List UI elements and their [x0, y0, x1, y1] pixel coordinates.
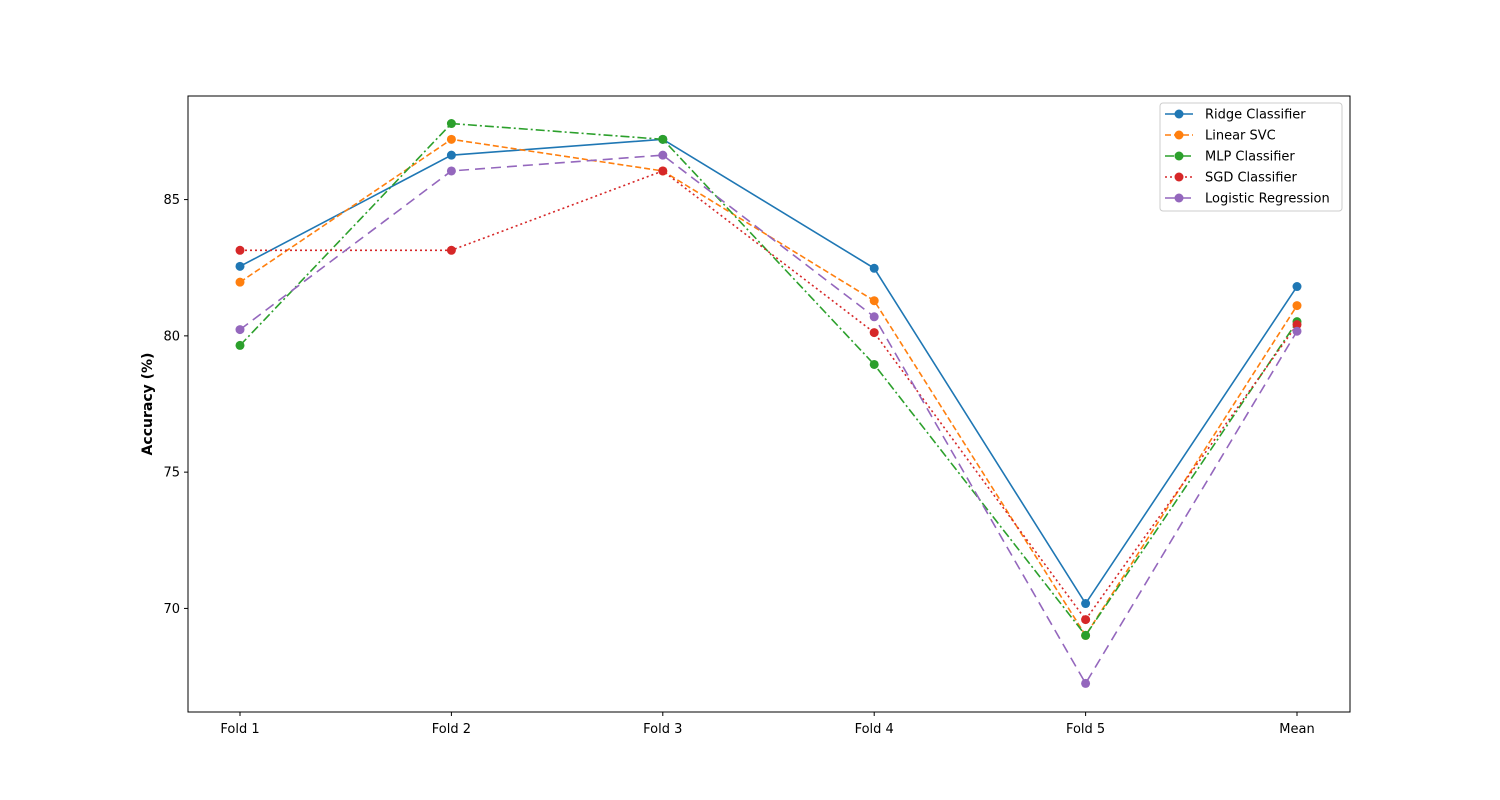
x-axis: Fold 1 Fold 2 Fold 3 Fold 4 Fold 5 Mean	[220, 712, 1315, 737]
data-point-logistic-regression	[235, 325, 245, 335]
data-point-logistic-regression	[446, 166, 456, 176]
y-tick-label: 80	[163, 329, 180, 344]
series-line-ridge-classifier	[239, 138, 1298, 605]
legend-label-logistic-regression: Logistic Regression	[1205, 192, 1330, 207]
series-line-mlp-classifier	[239, 122, 1298, 637]
plot-frame	[187, 95, 1351, 713]
data-point-mlp-classifier	[235, 340, 245, 350]
y-tick-label: 75	[163, 466, 180, 481]
legend: Ridge Classifier Linear SVC MLP Classifier…	[1159, 102, 1343, 212]
legend-marker-logistic-regression	[1174, 193, 1184, 203]
series-line-logistic-regression	[239, 154, 1298, 685]
data-point-ridge-classifier	[1081, 599, 1091, 609]
y-axis: 70 75 80 85	[163, 193, 188, 617]
series-line-sgd-classifier	[240, 170, 1298, 621]
legend-label-ridge-classifier: Ridge Classifier	[1205, 108, 1306, 123]
data-point-mlp-classifier	[869, 359, 879, 369]
legend-marker-sgd-classifier	[1174, 172, 1184, 182]
data-point-mlp-classifier	[658, 134, 668, 144]
data-point-sgd-classifier	[446, 245, 456, 255]
x-tick-label: Fold 1	[220, 722, 259, 737]
legend-label-sgd-classifier: SGD Classifier	[1205, 171, 1297, 186]
legend-label-linear-svc: Linear SVC	[1205, 129, 1276, 144]
plot-area	[235, 119, 1302, 688]
data-point-mlp-classifier	[446, 119, 456, 129]
data-point-ridge-classifier	[1292, 282, 1302, 292]
legend-marker-mlp-classifier	[1174, 151, 1184, 161]
data-point-ridge-classifier	[869, 263, 879, 273]
data-point-logistic-regression	[658, 150, 668, 160]
x-tick-label: Fold 4	[855, 722, 894, 737]
data-point-linear-svc	[869, 296, 879, 306]
data-point-linear-svc	[446, 134, 456, 144]
data-point-mlp-classifier	[1081, 630, 1091, 640]
data-point-ridge-classifier	[235, 261, 245, 271]
series-line-linear-svc	[239, 138, 1298, 637]
data-point-ridge-classifier	[446, 150, 456, 160]
legend-marker-ridge-classifier	[1174, 109, 1184, 119]
y-tick-label: 85	[163, 193, 180, 208]
x-tick-label: Mean	[1279, 722, 1314, 737]
legend-box	[1159, 102, 1343, 212]
x-tick-label: Fold 5	[1066, 722, 1105, 737]
data-point-linear-svc	[1292, 301, 1302, 311]
data-point-logistic-regression	[1292, 326, 1302, 336]
data-point-sgd-classifier	[658, 166, 668, 176]
y-axis-title: Accuracy (%)	[140, 353, 156, 456]
data-point-sgd-classifier	[869, 328, 879, 338]
y-tick-label: 70	[163, 602, 180, 617]
data-point-logistic-regression	[869, 312, 879, 322]
legend-marker-linear-svc	[1174, 130, 1184, 140]
legend-label-mlp-classifier: MLP Classifier	[1205, 150, 1295, 165]
x-tick-label: Fold 2	[432, 722, 471, 737]
data-point-sgd-classifier	[1081, 615, 1091, 625]
data-point-sgd-classifier	[235, 245, 245, 255]
data-point-sgd-classifier	[1292, 320, 1302, 330]
data-point-logistic-regression	[1081, 678, 1091, 688]
x-tick-label: Fold 3	[643, 722, 682, 737]
data-point-linear-svc	[235, 277, 245, 287]
